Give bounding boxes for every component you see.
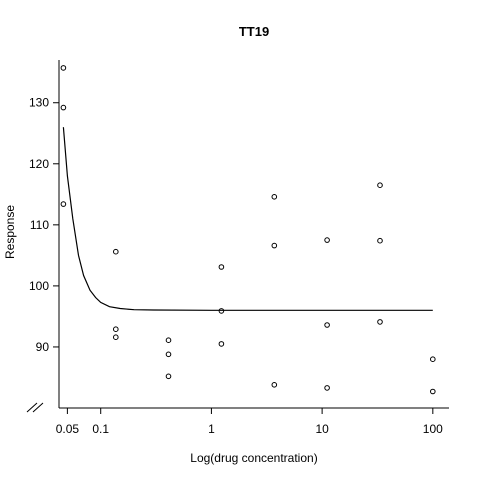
x-tick-label: 0.1 [92,422,109,436]
data-point [271,242,278,249]
x-tick-label: 0.05 [56,422,80,436]
x-ticks: 0.05 0.1 1 10 100 [56,408,443,436]
data-point [271,382,278,388]
data-points [60,65,436,395]
data-point [218,308,225,314]
chart-title: TT19 [239,24,269,39]
data-point [324,322,330,328]
data-point [377,319,383,325]
data-point [324,237,330,243]
data-point [430,388,436,395]
data-point [60,65,67,71]
data-point [165,337,172,344]
data-point [60,104,67,111]
fitted-curve [62,127,433,311]
data-point [113,248,119,255]
data-point [113,334,119,341]
y-tick-label: 100 [29,279,49,293]
data-point [324,385,330,391]
data-point [377,182,383,188]
data-point [271,194,278,200]
data-point [218,264,225,270]
data-point [60,201,67,207]
data-point [165,351,172,358]
x-tick-label: 10 [315,422,329,436]
axis-break-slash-1 [26,402,38,413]
axis-break-marker [26,402,44,413]
x-tick-label: 100 [423,422,443,436]
data-point [165,373,172,380]
y-tick-label: 110 [30,218,49,232]
data-point [430,356,436,363]
y-tick-label: 120 [29,157,49,171]
y-tick-label: 90 [36,340,50,354]
x-tick-label: 1 [208,422,215,436]
data-point [218,341,225,347]
data-point [113,326,119,333]
y-ticks: 90 100 110 120 130 [29,96,59,354]
data-point [377,237,383,244]
axis-break-slash-2 [32,402,44,413]
y-tick-label: 130 [29,96,49,110]
x-axis-label: Log(drug concentration) [190,451,317,465]
y-axis-label: Response [3,205,17,259]
